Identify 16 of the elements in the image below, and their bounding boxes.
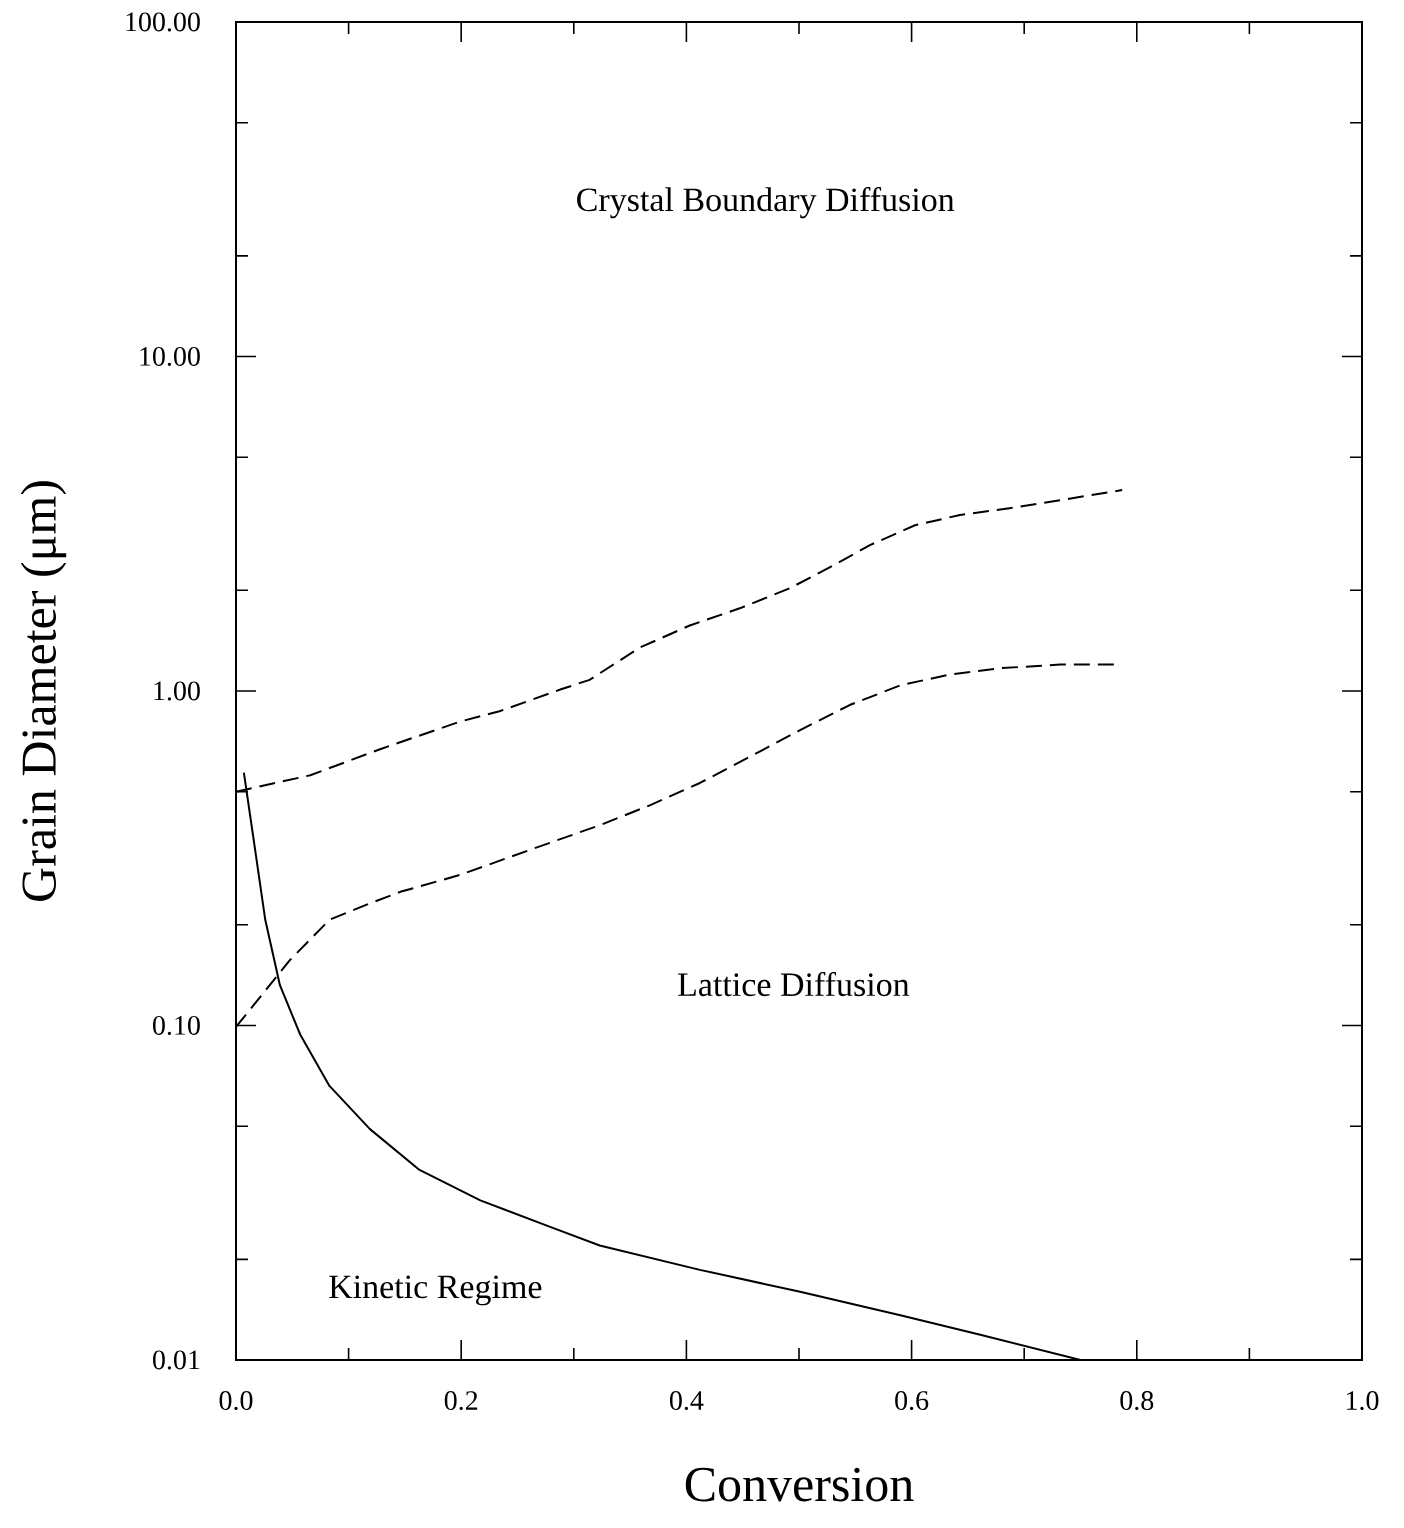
y-tick-label: 100.00	[126, 12, 200, 32]
x-tick-label: 0.2	[444, 1391, 478, 1411]
annotation: Kinetic Regime	[329, 1275, 542, 1306]
x-tick-label: 0.6	[895, 1391, 929, 1411]
y-tick-label: 1.00	[154, 681, 200, 701]
x-tick-label: 0.8	[1120, 1391, 1154, 1411]
annotation: Crystal Boundary Diffusion	[577, 187, 955, 219]
x-tick-label: 1.0	[1346, 1391, 1379, 1411]
annotation: Lattice Diffusion	[678, 971, 910, 997]
y-axis-title: Grain Diameter (μm)	[20, 481, 67, 901]
y-tick-label: 10.00	[140, 346, 200, 367]
y-tick-label: 0.01	[153, 1350, 200, 1370]
y-tick-label: 0.10	[153, 1015, 200, 1036]
x-tick-label: 0.4	[669, 1391, 704, 1411]
x-tick-label: 0.0	[219, 1391, 253, 1411]
x-axis-title: Conversion	[685, 1467, 914, 1502]
